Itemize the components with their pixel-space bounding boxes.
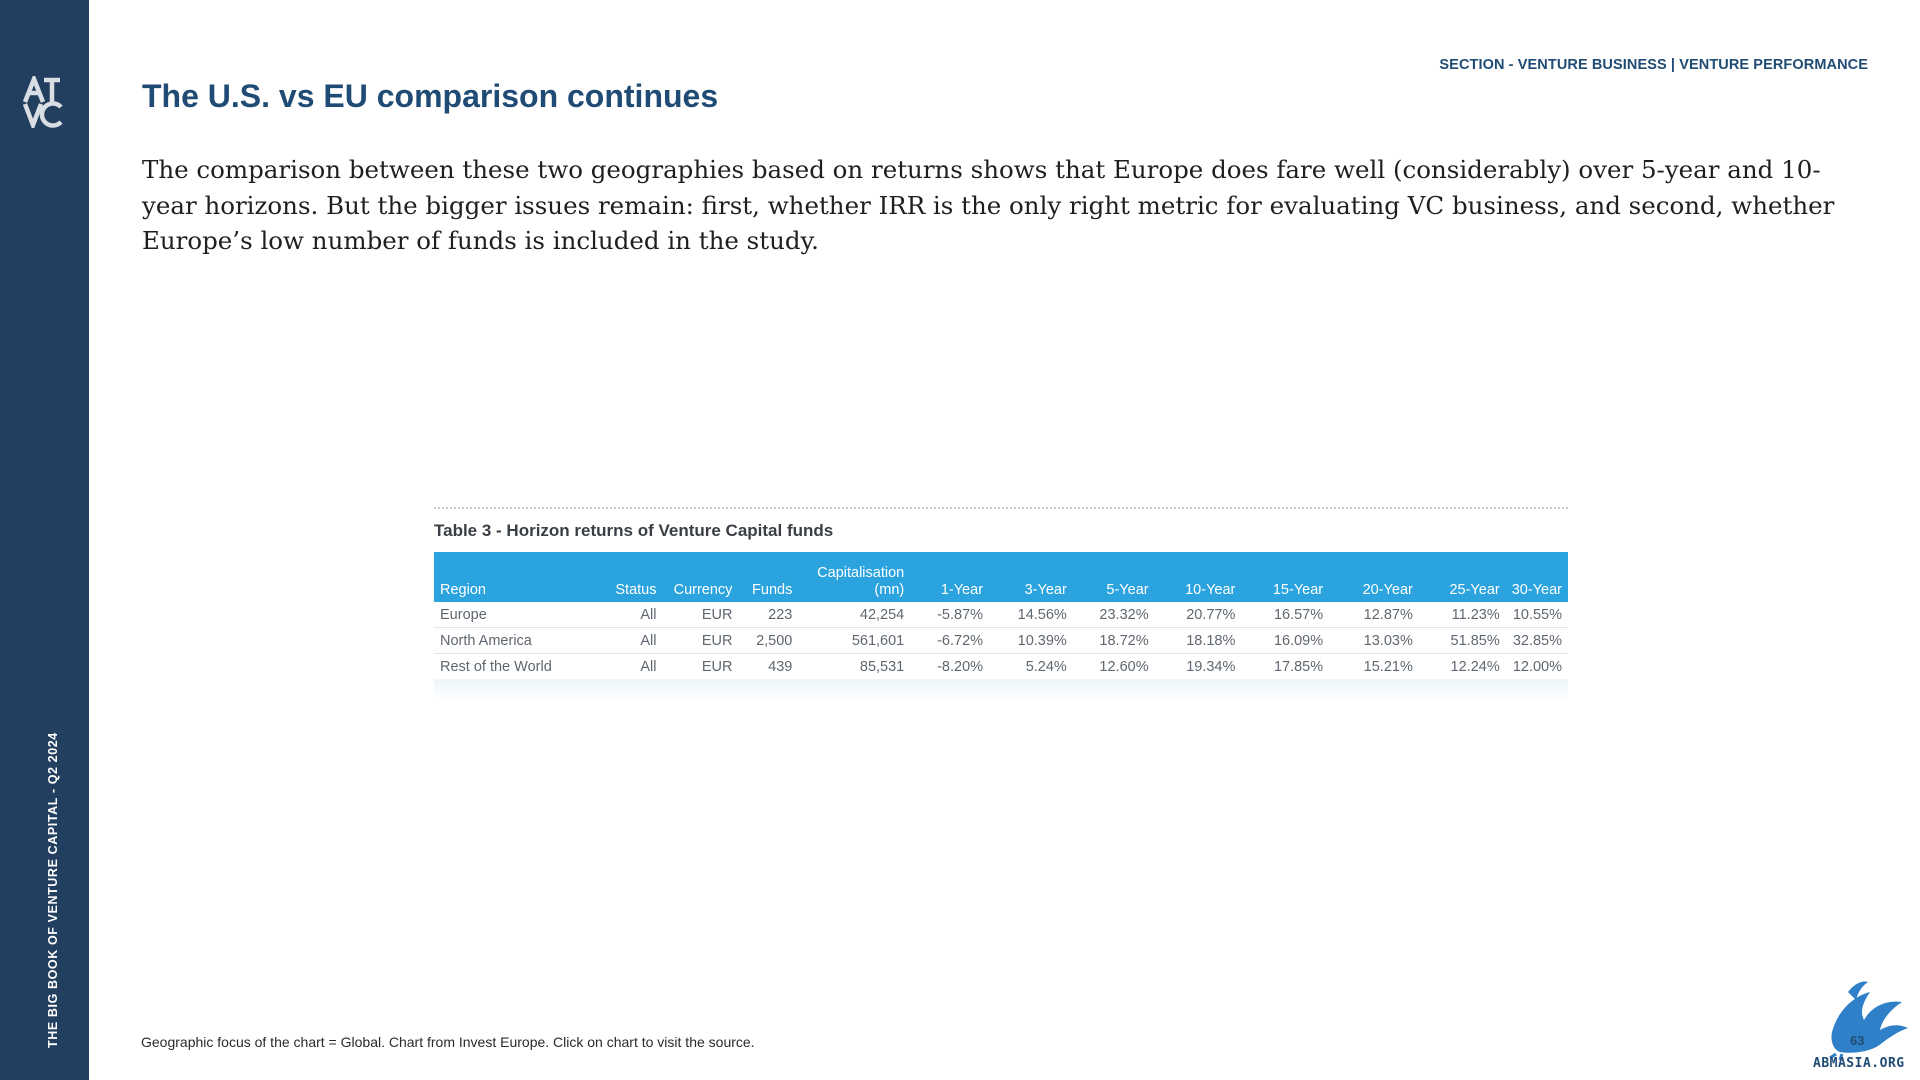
cell-region: Rest of the World xyxy=(434,653,601,680)
cell-20-year: 15.21% xyxy=(1329,653,1419,680)
page-number: 63 xyxy=(1850,1033,1865,1048)
table-title: Table 3 - Horizon returns of Venture Cap… xyxy=(434,521,834,540)
col-header-15-year: 15-Year xyxy=(1272,582,1324,598)
cell-3-year: 5.24% xyxy=(989,653,1073,680)
eagle-logo-icon xyxy=(1829,981,1908,1061)
cell-currency: EUR xyxy=(662,627,739,654)
cell-1-year: -8.20% xyxy=(910,653,990,680)
page-title: The U.S. vs EU comparison continues xyxy=(142,78,719,114)
col-header-currency: Currency xyxy=(673,582,733,598)
cell-20-year: 13.03% xyxy=(1329,627,1419,654)
col-header-25-year: 25-Year xyxy=(1449,582,1500,598)
col-header-5-year: 5-Year xyxy=(1106,582,1149,598)
cell-5-year: 23.32% xyxy=(1072,602,1155,628)
cell-capitalisation: 85,531 xyxy=(798,653,911,680)
cell-30-year: 32.85% xyxy=(1505,627,1568,654)
cell-funds: 223 xyxy=(738,602,799,628)
col-header-30-year: 30-Year xyxy=(1511,582,1562,598)
cell-25-year: 51.85% xyxy=(1418,627,1506,654)
cell-1-year: -5.87% xyxy=(910,602,990,628)
atvc-logo xyxy=(22,76,63,128)
col-header-funds: Funds xyxy=(752,582,793,598)
dotted-rule xyxy=(434,507,1568,509)
col-header-status: Status xyxy=(615,582,657,598)
cell-region: Europe xyxy=(434,602,601,628)
cell-15-year: 16.57% xyxy=(1241,602,1330,628)
site-label: ABMASIA.ORG xyxy=(1813,1056,1905,1071)
cell-region: North America xyxy=(434,627,601,654)
cell-25-year: 11.23% xyxy=(1418,602,1506,628)
table-shadow xyxy=(434,679,1568,701)
capitalisation-unit: (mn) xyxy=(874,582,905,598)
cell-10-year: 20.77% xyxy=(1154,602,1242,628)
capitalisation-label: Capitalisation xyxy=(817,565,905,581)
col-header-10-year: 10-Year xyxy=(1185,582,1236,598)
cell-10-year: 18.18% xyxy=(1154,627,1242,654)
cell-funds: 439 xyxy=(738,653,799,680)
col-header-capitalisation: Capitalisation (mn) xyxy=(798,552,910,602)
cell-capitalisation: 42,254 xyxy=(798,602,911,628)
cell-15-year: 17.85% xyxy=(1241,653,1330,680)
cell-30-year: 12.00% xyxy=(1505,653,1568,680)
table-row: Europe All EUR 223 42,254 -5.87% 14.56% … xyxy=(434,602,1568,628)
cell-25-year: 12.24% xyxy=(1418,653,1506,680)
col-header-1-year: 1-Year xyxy=(940,582,984,598)
cell-status: All xyxy=(600,627,663,654)
section-label: SECTION - VENTURE BUSINESS | VENTURE PER… xyxy=(1439,57,1868,73)
table-row: Rest of the World All EUR 439 85,531 -8.… xyxy=(434,653,1568,680)
cell-currency: EUR xyxy=(662,653,739,680)
col-header-20-year: 20-Year xyxy=(1362,582,1413,598)
cell-5-year: 12.60% xyxy=(1072,653,1155,680)
cell-status: All xyxy=(600,653,663,680)
col-header-region: Region xyxy=(440,582,486,598)
source-footnote: Geographic focus of the chart = Global. … xyxy=(141,1034,755,1050)
cell-3-year: 10.39% xyxy=(989,627,1073,654)
cell-status: All xyxy=(600,602,663,628)
col-header-3-year: 3-Year xyxy=(1024,582,1067,598)
cell-1-year: -6.72% xyxy=(910,627,990,654)
cell-capitalisation: 561,601 xyxy=(798,627,911,654)
cell-funds: 2,500 xyxy=(738,627,799,654)
table-row: North America All EUR 2,500 561,601 -6.7… xyxy=(434,627,1568,654)
cell-20-year: 12.87% xyxy=(1329,602,1419,628)
table-header-row: Region Status Currency Funds Capitalisat… xyxy=(434,552,1568,602)
body-paragraph: The comparison between these two geograp… xyxy=(142,155,1835,255)
cell-currency: EUR xyxy=(662,602,739,628)
horizon-returns-table-image[interactable]: Table 3 - Horizon returns of Venture Cap… xyxy=(432,503,1570,703)
vertical-publication-label: THE BIG BOOK OF VENTURE CAPITAL - Q2 202… xyxy=(46,732,60,1048)
sidebar: THE BIG BOOK OF VENTURE CAPITAL - Q2 202… xyxy=(0,0,89,1080)
cell-30-year: 10.55% xyxy=(1505,602,1568,628)
returns-table: Region Status Currency Funds Capitalisat… xyxy=(434,552,1568,680)
cell-5-year: 18.72% xyxy=(1072,627,1155,654)
cell-15-year: 16.09% xyxy=(1241,627,1330,654)
cell-3-year: 14.56% xyxy=(989,602,1073,628)
cell-10-year: 19.34% xyxy=(1154,653,1242,680)
